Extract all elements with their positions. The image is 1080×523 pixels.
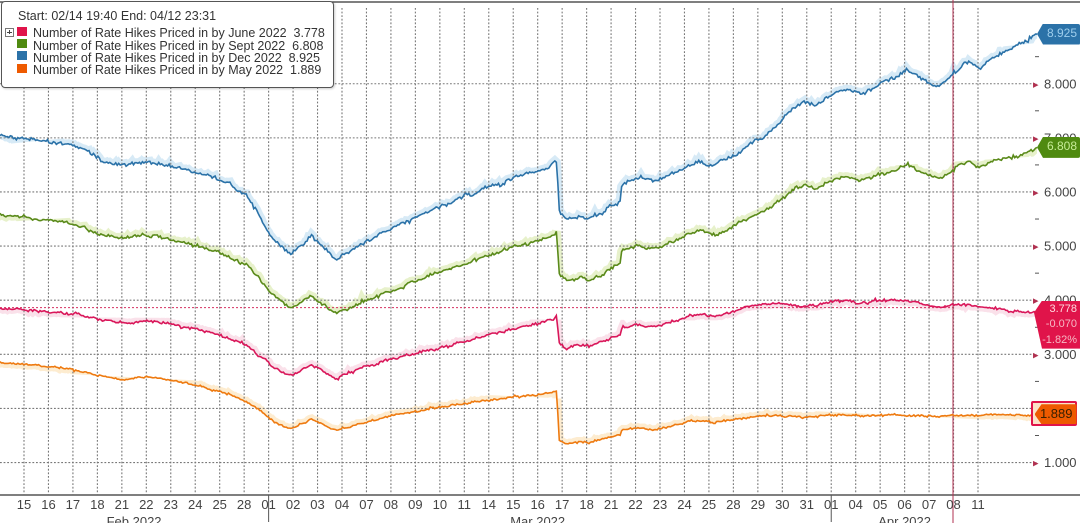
svg-text:21: 21 [604, 497, 618, 512]
svg-text:22: 22 [628, 497, 642, 512]
svg-text:11: 11 [458, 497, 472, 512]
svg-text:17: 17 [555, 497, 569, 512]
svg-text:11: 11 [971, 497, 985, 512]
svg-text:▸: ▸ [1033, 133, 1039, 145]
svg-text:24: 24 [188, 497, 202, 512]
svg-text:01: 01 [824, 497, 838, 512]
svg-text:Apr 2022: Apr 2022 [878, 514, 931, 523]
svg-text:08: 08 [946, 497, 960, 512]
svg-text:6.000: 6.000 [1044, 184, 1077, 199]
svg-text:▸: ▸ [1033, 79, 1039, 91]
svg-text:22: 22 [139, 497, 153, 512]
svg-text:23: 23 [164, 497, 178, 512]
svg-text:06: 06 [897, 497, 911, 512]
svg-text:04: 04 [848, 497, 862, 512]
svg-text:15: 15 [17, 497, 31, 512]
svg-text:16: 16 [530, 497, 544, 512]
svg-text:▸: ▸ [1033, 349, 1039, 361]
svg-text:01: 01 [261, 497, 275, 512]
svg-text:25: 25 [702, 497, 716, 512]
svg-text:02: 02 [286, 497, 300, 512]
svg-text:14: 14 [482, 497, 496, 512]
svg-text:18: 18 [579, 497, 593, 512]
svg-text:▸: ▸ [1033, 295, 1039, 307]
svg-text:3.000: 3.000 [1044, 347, 1077, 362]
svg-text:21: 21 [115, 497, 129, 512]
svg-text:09: 09 [408, 497, 422, 512]
svg-text:▸: ▸ [1033, 458, 1039, 470]
svg-text:5.000: 5.000 [1044, 239, 1077, 254]
svg-text:25: 25 [212, 497, 226, 512]
svg-text:8.000: 8.000 [1044, 76, 1077, 91]
svg-text:05: 05 [873, 497, 887, 512]
svg-text:04: 04 [335, 497, 349, 512]
svg-text:1.000: 1.000 [1044, 455, 1077, 470]
svg-text:29: 29 [751, 497, 765, 512]
svg-text:07: 07 [359, 497, 373, 512]
svg-text:08: 08 [384, 497, 398, 512]
svg-text:Mar 2022: Mar 2022 [510, 514, 565, 523]
svg-text:07: 07 [922, 497, 936, 512]
svg-text:18: 18 [90, 497, 104, 512]
svg-text:▸: ▸ [1033, 241, 1039, 253]
svg-text:▸: ▸ [1033, 187, 1039, 199]
svg-text:31: 31 [800, 497, 814, 512]
svg-text:03: 03 [310, 497, 324, 512]
svg-text:10: 10 [433, 497, 447, 512]
svg-text:28: 28 [726, 497, 740, 512]
svg-text:24: 24 [677, 497, 691, 512]
svg-text:16: 16 [41, 497, 55, 512]
svg-text:23: 23 [653, 497, 667, 512]
svg-text:28: 28 [237, 497, 251, 512]
svg-text:15: 15 [506, 497, 520, 512]
svg-text:17: 17 [66, 497, 80, 512]
svg-text:Feb 2022: Feb 2022 [107, 514, 162, 523]
svg-text:30: 30 [775, 497, 789, 512]
